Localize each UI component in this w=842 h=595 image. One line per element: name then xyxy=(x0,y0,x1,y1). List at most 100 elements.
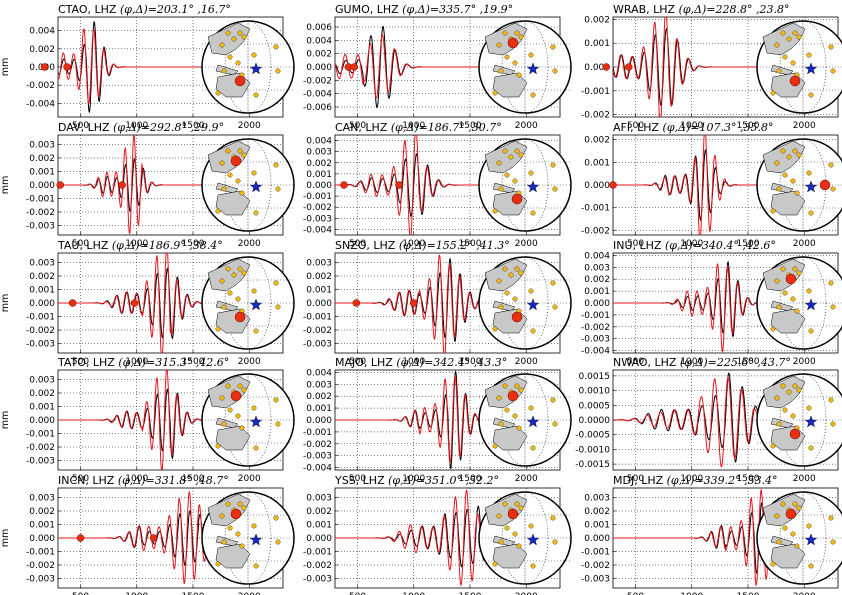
x-tick-label: 1000 xyxy=(680,239,703,249)
panel-title: INU, LHZ (φ,Δ)=340.4° ,42.6° xyxy=(613,239,776,252)
landmass-australia xyxy=(770,543,806,569)
x-tick-label: 1500 xyxy=(737,474,760,484)
y-tick-label: 0.001 xyxy=(306,170,332,180)
y-tick-label: 0.001 xyxy=(306,404,332,414)
y-tick-label: -0.002 xyxy=(26,81,55,91)
x-tick-label: 2000 xyxy=(238,474,261,484)
target-station-marker xyxy=(230,390,242,402)
y-tick-label: -0.002 xyxy=(303,326,332,336)
station-marker xyxy=(782,172,788,178)
x-tick-label: 1000 xyxy=(125,357,148,367)
station-marker xyxy=(828,515,834,521)
station-marker xyxy=(530,563,536,569)
event-marker xyxy=(130,299,139,307)
station-marker xyxy=(792,383,798,389)
station-marker xyxy=(225,266,231,272)
source-star-icon xyxy=(526,533,540,546)
y-tick-label: -0.004 xyxy=(303,225,332,235)
station-marker xyxy=(496,513,502,519)
station-marker xyxy=(552,186,558,192)
y-axis-label: mm xyxy=(0,176,11,195)
y-tick-label: 0.002 xyxy=(306,50,332,60)
y-tick-label: 0.003 xyxy=(306,380,332,390)
station-marker xyxy=(492,561,498,567)
station-marker xyxy=(790,296,796,302)
station-label: NWAO, LHZ xyxy=(613,356,680,369)
panel-title: NWAO, LHZ (φ,Δ)=225.6° ,43.7° xyxy=(613,356,791,369)
landmass-australia xyxy=(770,190,806,216)
x-tick-label: 1000 xyxy=(125,121,148,131)
landmass-australia xyxy=(492,72,528,98)
station-marker xyxy=(275,186,281,192)
y-tick-label: -0.002 xyxy=(581,226,610,236)
y-tick-label: 0.004 xyxy=(306,137,332,147)
x-tick-label: 1000 xyxy=(125,474,148,484)
y-tick-label: -0.0010 xyxy=(575,445,610,455)
x-tick-label: 2000 xyxy=(793,357,816,367)
station-marker xyxy=(518,152,524,158)
y-tick-label: -0.001 xyxy=(303,192,332,202)
y-tick-label: 0.001 xyxy=(29,520,55,530)
station-marker xyxy=(496,160,502,166)
target-station-marker xyxy=(507,390,519,402)
y-tick-label: 0.004 xyxy=(584,251,610,261)
station-marker xyxy=(215,90,221,96)
source-star-icon xyxy=(526,62,540,75)
station-marker xyxy=(225,30,231,36)
x-tick-label: 2000 xyxy=(793,121,816,131)
x-tick-label: 1500 xyxy=(737,121,760,131)
y-tick-label: 0.001 xyxy=(584,520,610,530)
y-tick-label: -0.004 xyxy=(303,464,332,474)
y-tick-label: 0.002 xyxy=(306,392,332,402)
x-tick-label: 500 xyxy=(627,121,644,131)
station-marker xyxy=(780,30,786,36)
station-marker xyxy=(514,148,520,154)
azimuth-distance-label: (φ,Δ)=340.4° ,42.6° xyxy=(665,239,776,252)
azimuth-distance-label: (φ,Δ)=335.7° ,19.9° xyxy=(402,3,513,16)
panel-incn: INCN, LHZ (φ,Δ)=331.8° ,48.7°50010001500… xyxy=(0,474,295,595)
panel-title: YSS, LHZ (φ,Δ)=351.0° ,52.2° xyxy=(334,474,499,487)
station-marker xyxy=(235,531,241,537)
station-marker xyxy=(776,539,782,545)
station-marker xyxy=(235,178,241,184)
station-marker xyxy=(227,407,233,413)
station-marker xyxy=(502,148,508,154)
x-tick-label: 1000 xyxy=(680,357,703,367)
x-tick-label: 500 xyxy=(627,239,644,249)
event-marker xyxy=(68,299,77,307)
panel-tato: TATO, LHZ (φ,Δ)=315.3° ,42.6°500 1000 1500… xyxy=(0,356,295,484)
y-tick-label: -0.002 xyxy=(26,326,55,336)
station-marker xyxy=(780,501,786,507)
station-marker xyxy=(786,36,792,42)
y-tick-label: 0.000 xyxy=(306,299,332,309)
x-tick-label: 500 xyxy=(72,474,89,484)
station-marker xyxy=(776,186,782,192)
station-marker xyxy=(237,383,243,389)
y-tick-label: -0.001 xyxy=(581,311,610,321)
station-marker xyxy=(251,523,257,529)
station-marker xyxy=(219,160,225,166)
event-marker xyxy=(625,63,633,71)
source-star-icon xyxy=(249,62,263,75)
station-marker xyxy=(552,539,558,545)
station-marker xyxy=(550,280,556,286)
station-marker xyxy=(790,178,796,184)
azimuth-distance-label: (φ,Δ)=107.3° ,35.8° xyxy=(663,121,774,134)
y-tick-label: 0.001 xyxy=(584,287,610,297)
y-tick-label: 0.000 xyxy=(584,534,610,544)
y-tick-label: 0.001 xyxy=(29,167,55,177)
x-tick-label: 1000 xyxy=(402,474,425,484)
azimuth-distance-label: (φ,Δ)=225.6° ,43.7° xyxy=(680,356,791,369)
azimuth-distance-label: (φ,Δ)=186.9° ,38.4° xyxy=(112,239,223,252)
station-marker xyxy=(530,328,536,334)
station-marker xyxy=(828,162,834,168)
station-marker xyxy=(518,34,524,40)
y-tick-label: -0.002 xyxy=(581,323,610,333)
y-tick-label: 0.001 xyxy=(584,39,610,49)
azimuth-distance-label: (φ,Δ)=155.2° ,41.3° xyxy=(399,239,510,252)
station-marker xyxy=(790,60,796,66)
station-marker xyxy=(504,407,510,413)
source-star-icon xyxy=(526,180,540,193)
station-marker xyxy=(512,413,518,419)
station-label: MAJO, LHZ xyxy=(335,356,396,369)
